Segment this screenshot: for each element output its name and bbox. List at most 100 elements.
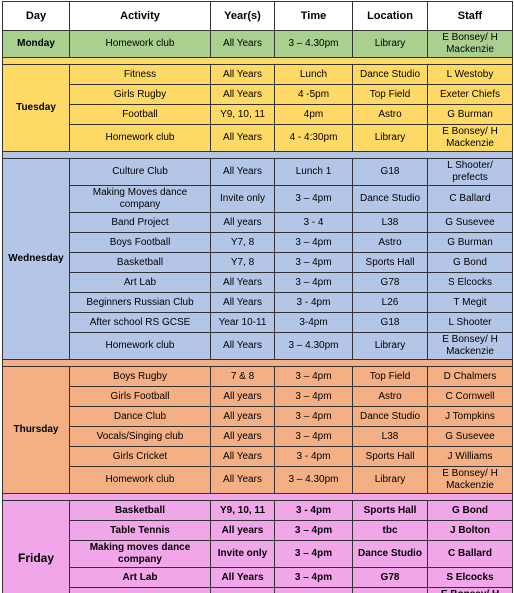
location-cell: Dance Studio — [352, 64, 428, 85]
staff-cell: E Bonsey/ H Mackenzie — [427, 124, 513, 152]
activity-row: Art Lab All Years 3 – 4pm G78 S Elcocks — [3, 567, 513, 588]
spacer-row — [2, 359, 513, 367]
activity-row: Homework club All Years 4 - 4:30pm Library E… — [3, 124, 513, 152]
activity-cell: Fitness — [69, 64, 211, 85]
time-cell: 3 – 4.30pm — [274, 587, 353, 593]
activity-cell: Girls Cricket — [69, 446, 211, 467]
header-cell: Staff — [427, 1, 513, 31]
staff-cell: L Westoby — [427, 64, 513, 85]
time-cell: 3 – 4pm — [274, 272, 353, 293]
staff-cell: J Bolton — [427, 520, 513, 541]
spacer-cell — [2, 151, 513, 159]
activity-row: Girls Football All years 3 – 4pm Astro C Cor… — [3, 386, 513, 407]
staff-cell: L Shooter — [427, 312, 513, 333]
activity-row: After school RS GCSE Year 10-11 3-4pm G18 L … — [3, 312, 513, 333]
activity-cell: Girls Rugby — [69, 84, 211, 105]
staff-cell: E Bonsey/ H Mackenzie — [427, 30, 513, 58]
location-cell: G18 — [352, 158, 428, 186]
spacer-cell — [2, 57, 513, 65]
staff-cell: T Megit — [427, 292, 513, 313]
spacer-cell — [2, 359, 513, 367]
activity-row: Art Lab All Years 3 – 4pm G78 S Elcocks — [3, 272, 513, 293]
years-cell: Year 10-11 — [210, 312, 275, 333]
location-cell: Library — [352, 124, 428, 152]
staff-cell: E Bonsey/ H Mackenzie — [427, 332, 513, 360]
activity-cell: Boys Football — [69, 232, 211, 253]
activity-cell: Art Lab — [69, 272, 211, 293]
years-cell: Invite only — [210, 185, 275, 213]
time-cell: 4 - 4:30pm — [274, 124, 353, 152]
location-cell: Astro — [352, 232, 428, 253]
location-cell: L38 — [352, 212, 428, 233]
years-cell: Y7, 8 — [210, 252, 275, 273]
location-cell: Sports Hall — [352, 252, 428, 273]
activity-row: Tuesday Fitness All Years Lunch Dance Studio… — [2, 64, 513, 152]
years-cell: All Years — [210, 272, 275, 293]
time-cell: 4pm — [274, 104, 353, 125]
activity-row: Making moves dance company Invite only 3 –… — [3, 540, 513, 568]
activity-cell: Homework club — [69, 587, 211, 593]
activity-row: Making Moves dance company Invite only 3 –… — [3, 185, 513, 213]
day-group: Monday Homework club All Years 3 – 4.30pm Li… — [2, 30, 513, 58]
location-cell: Dance Studio — [352, 540, 428, 568]
header-row: Day Activity Year(s) Time Location Staff — [2, 1, 513, 31]
time-cell: 3-4pm — [274, 312, 353, 333]
activity-cell: Making moves dance company — [69, 540, 211, 568]
staff-cell: L Shooter/ prefects — [427, 158, 513, 186]
staff-cell: E Bonsey/ H Mackenzie — [427, 466, 513, 494]
activity-cell: Basketball — [69, 500, 211, 521]
location-cell: G18 — [352, 312, 428, 333]
years-cell: All Years — [210, 567, 275, 588]
location-cell: Dance Studio — [352, 406, 428, 427]
spacer-row — [2, 493, 513, 501]
years-cell: Y9, 10, 11 — [210, 500, 275, 521]
time-cell: 3 – 4.30pm — [274, 30, 353, 58]
header-cell: Activity — [69, 1, 211, 31]
time-cell: 4 -5pm — [274, 84, 353, 105]
staff-cell: S Elcocks — [427, 272, 513, 293]
staff-cell: G Bond — [427, 252, 513, 273]
time-cell: Lunch — [274, 64, 353, 85]
staff-cell: G Bond — [427, 500, 513, 521]
years-cell: All Years — [210, 446, 275, 467]
activity-row: Football Y9, 10, 11 4pm Astro G Burman — [3, 104, 513, 125]
location-cell: Astro — [352, 104, 428, 125]
activity-row: Friday Basketball Y9, 10, 11 3 - 4pm Sports … — [2, 500, 513, 593]
staff-cell: J Tompkins — [427, 406, 513, 427]
location-cell: Library — [352, 30, 428, 58]
activity-cell: Art Lab — [69, 567, 211, 588]
activity-cell: Homework club — [69, 30, 211, 58]
location-cell: Sports Hall — [352, 446, 428, 467]
activity-cell: Vocals/Singing club — [69, 426, 211, 447]
time-cell: 3 – 4pm — [274, 185, 353, 213]
time-cell: 3 – 4pm — [274, 386, 353, 407]
time-cell: 3 – 4pm — [274, 567, 353, 588]
years-cell: All Years — [210, 124, 275, 152]
staff-cell: G Burman — [427, 232, 513, 253]
location-cell: Library — [352, 466, 428, 494]
activity-row: Girls Rugby All Years 4 -5pm Top Field Exete… — [3, 84, 513, 105]
years-cell: All years — [210, 212, 275, 233]
location-cell: G78 — [352, 272, 428, 293]
time-cell: 3 – 4pm — [274, 426, 353, 447]
years-cell: All Years — [210, 466, 275, 494]
activity-cell: Beginners Russian Club — [69, 292, 211, 313]
location-cell: L26 — [352, 292, 428, 313]
time-cell: 3 – 4pm — [274, 366, 353, 387]
activity-cell: Homework club — [69, 332, 211, 360]
time-cell: 3 – 4pm — [274, 406, 353, 427]
day-cell: Tuesday — [2, 64, 70, 152]
staff-cell: J Williams — [427, 446, 513, 467]
staff-cell: S Elcocks — [427, 567, 513, 588]
header-cell: Day — [2, 1, 70, 31]
time-cell: 3 – 4.30pm — [274, 466, 353, 494]
time-cell: 3 – 4pm — [274, 232, 353, 253]
activity-row: Dance Club All years 3 – 4pm Dance Studio J … — [3, 406, 513, 427]
location-cell: Library — [352, 587, 428, 593]
time-cell: 3 – 4pm — [274, 252, 353, 273]
